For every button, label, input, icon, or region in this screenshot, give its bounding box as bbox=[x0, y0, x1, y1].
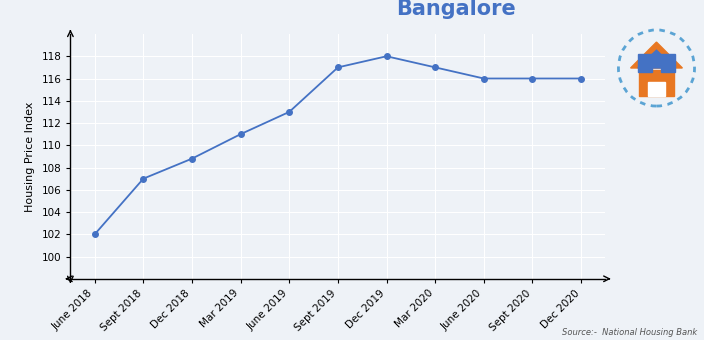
Bar bbox=[648, 82, 665, 96]
Bar bbox=[660, 54, 675, 72]
Y-axis label: Housing Price Index: Housing Price Index bbox=[25, 101, 34, 211]
Polygon shape bbox=[631, 42, 682, 68]
Text: Bangalore: Bangalore bbox=[396, 0, 515, 19]
Bar bbox=[639, 70, 674, 96]
Bar bbox=[638, 54, 653, 72]
Polygon shape bbox=[638, 50, 675, 68]
Text: Source:-  National Housing Bank: Source:- National Housing Bank bbox=[562, 328, 697, 337]
